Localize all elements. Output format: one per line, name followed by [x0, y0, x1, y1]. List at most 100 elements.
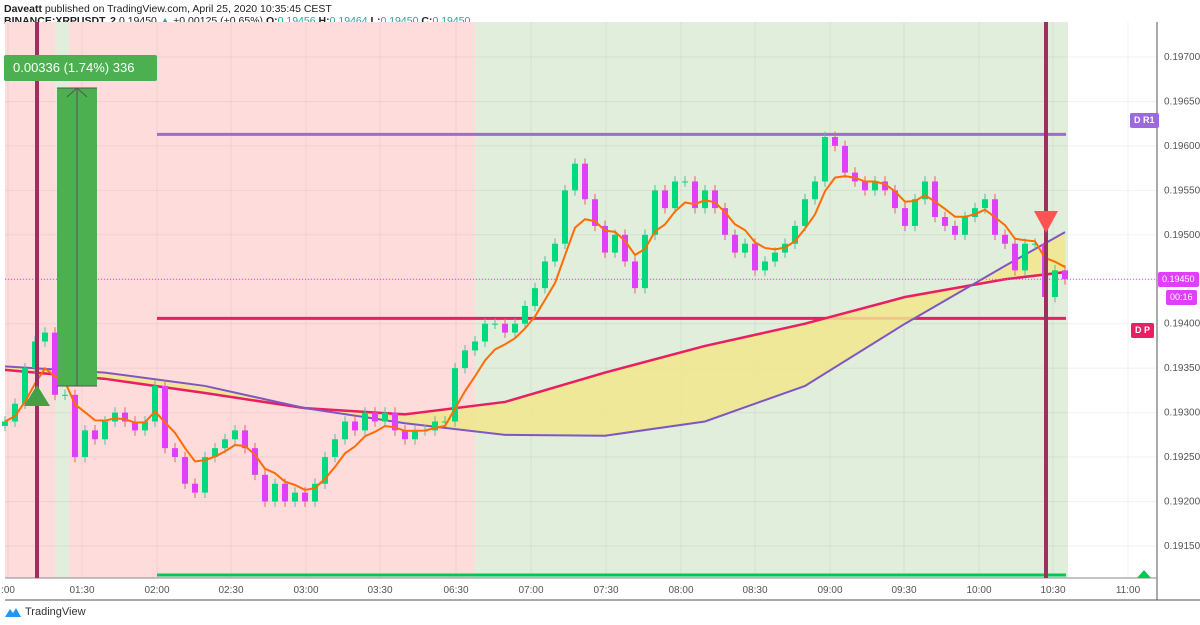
x-tick-label: :00	[1, 585, 15, 596]
candle	[752, 243, 758, 271]
candle	[292, 492, 298, 502]
candle	[452, 368, 458, 422]
candle	[202, 457, 208, 493]
candle	[402, 430, 408, 440]
candle	[1062, 270, 1068, 280]
candle	[972, 208, 978, 218]
y-tick-label: 0.19350	[1164, 363, 1200, 374]
candle	[602, 225, 608, 253]
candle	[522, 305, 528, 324]
candle	[482, 323, 488, 342]
candle	[532, 288, 538, 306]
candle	[82, 430, 88, 458]
candle	[742, 243, 748, 253]
candle	[2, 421, 8, 426]
x-tick-label: 09:00	[817, 585, 842, 596]
bullish-zone	[475, 22, 1068, 578]
candle	[172, 448, 178, 458]
candle	[122, 412, 128, 422]
candle	[872, 181, 878, 191]
tradingview-logo-icon	[5, 608, 21, 617]
candle	[1022, 243, 1028, 271]
y-tick-label: 0.19400	[1164, 319, 1200, 330]
candle	[962, 217, 968, 235]
candle	[312, 483, 318, 502]
candle	[362, 412, 368, 431]
candle	[762, 261, 768, 271]
price-chart[interactable]: 0.19700 0.19650 0.19600 0.19550 0.19500 0.194…	[0, 0, 1200, 603]
candle	[332, 439, 338, 458]
tradingview-logo[interactable]: TradingView	[4, 606, 86, 618]
candle	[492, 323, 498, 325]
x-tick-label: 02:30	[218, 585, 243, 596]
candle	[882, 181, 888, 191]
candle	[572, 163, 578, 191]
x-tick-label: 09:30	[891, 585, 916, 596]
candle	[132, 421, 138, 431]
candle	[982, 199, 988, 209]
candle	[112, 412, 118, 422]
candle	[262, 474, 268, 502]
y-tick-label: 0.19550	[1164, 185, 1200, 196]
candle	[232, 430, 238, 440]
candle	[552, 243, 558, 262]
candle	[562, 190, 568, 244]
candle	[302, 492, 308, 502]
candle	[12, 403, 18, 422]
candle	[822, 137, 828, 182]
candle	[642, 234, 648, 289]
y-tick-label: 0.19300	[1164, 408, 1200, 419]
x-tick-label: 01:30	[69, 585, 94, 596]
signal-bar	[1044, 22, 1048, 578]
y-tick-label: 0.19700	[1164, 52, 1200, 63]
candle	[252, 448, 258, 475]
candle	[502, 323, 508, 333]
pivot-r1-tag: D R1	[1130, 113, 1159, 128]
candle	[1002, 234, 1008, 244]
candle	[72, 394, 78, 458]
bar-countdown: 00:16	[1166, 290, 1197, 305]
candle	[52, 332, 58, 395]
candle	[512, 323, 518, 333]
candle	[462, 350, 468, 369]
x-tick-label: 06:30	[443, 585, 468, 596]
candle	[902, 208, 908, 226]
candle	[242, 430, 248, 449]
ema-fast-line	[4, 175, 1066, 491]
support-marker-icon	[1137, 570, 1151, 578]
candle	[622, 234, 628, 262]
y-tick-label: 0.19200	[1164, 497, 1200, 508]
x-tick-label: 08:30	[742, 585, 767, 596]
candle	[372, 412, 378, 422]
x-tick-label: 07:00	[518, 585, 543, 596]
candle	[322, 457, 328, 484]
x-tick-label: 10:30	[1040, 585, 1065, 596]
candle	[862, 181, 868, 191]
last-price-tag: 0.19450	[1158, 272, 1199, 287]
sell-signal-icon	[1034, 211, 1058, 233]
y-tick-label: 0.19150	[1164, 541, 1200, 552]
ma-cloud-fill	[5, 232, 1065, 436]
candle	[712, 190, 718, 209]
candle	[282, 483, 288, 502]
candle	[432, 421, 438, 431]
candle	[392, 412, 398, 431]
candle	[892, 190, 898, 209]
candle	[842, 145, 848, 173]
candle	[62, 394, 68, 396]
candle	[352, 421, 358, 431]
x-tick-label: 03:30	[367, 585, 392, 596]
y-tick-label: 0.19650	[1164, 96, 1200, 107]
candle	[772, 252, 778, 262]
x-tick-label: 08:00	[668, 585, 693, 596]
candle	[1052, 270, 1058, 298]
x-tick-label: 11:00	[1116, 585, 1141, 596]
candle	[662, 190, 668, 209]
candle	[682, 181, 688, 183]
measure-label: 0.00336 (1.74%) 336	[4, 55, 157, 81]
y-tick-label: 0.19250	[1164, 452, 1200, 463]
candle	[342, 421, 348, 440]
pivot-p-tag: D P	[1131, 323, 1155, 338]
candle	[192, 483, 198, 493]
candle	[222, 439, 228, 449]
